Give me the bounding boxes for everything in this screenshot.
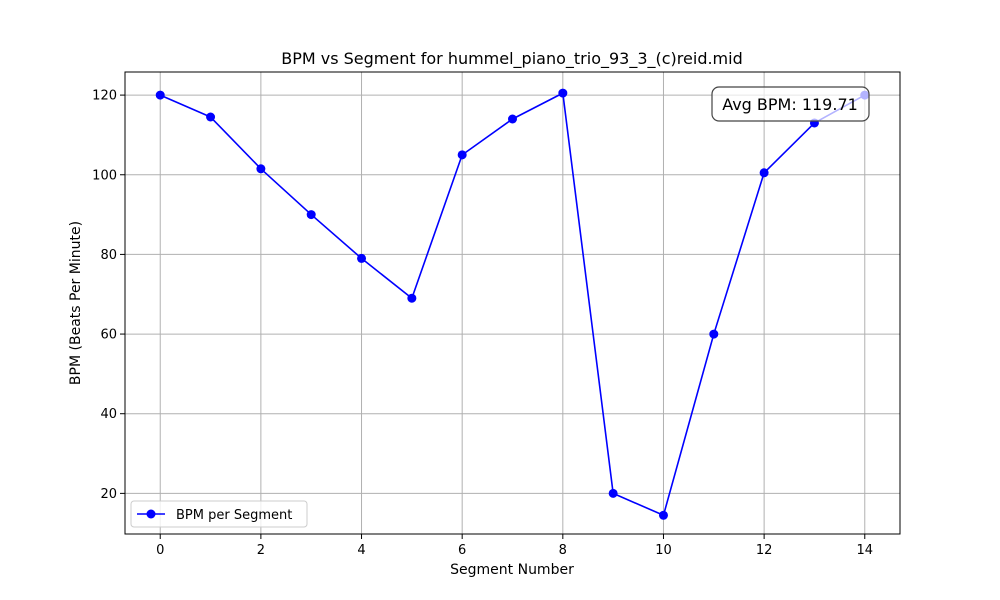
legend: BPM per Segment (130, 500, 308, 528)
grid-lines (125, 72, 900, 534)
x-tick-label: 2 (257, 543, 265, 558)
data-point (306, 210, 316, 220)
x-tick-label: 8 (559, 543, 567, 558)
data-point (709, 329, 719, 339)
y-axis-label: BPM (Beats Per Minute) (68, 221, 84, 385)
data-point (206, 112, 216, 122)
data-point (558, 88, 568, 98)
x-tick-label: 4 (357, 543, 365, 558)
x-tick-label: 6 (458, 543, 466, 558)
annotation-text: Avg BPM: 119.71 (722, 95, 858, 114)
data-point (357, 253, 367, 263)
data-point (658, 510, 668, 520)
x-tick-label: 12 (756, 543, 773, 558)
data-point (759, 168, 769, 178)
y-tick-label: 120 (92, 89, 117, 104)
plot-frame (124, 71, 901, 535)
annotation-box (711, 86, 870, 122)
data-point (256, 164, 266, 174)
data-point (508, 114, 517, 124)
data-point (155, 90, 165, 100)
data-point (608, 488, 618, 498)
y-tick-label: 100 (92, 168, 117, 183)
x-axis-label: Segment Number (450, 562, 574, 578)
legend-box (130, 500, 308, 528)
x-tick-label: 0 (156, 543, 164, 558)
axis-ticks: 0 2 4 6 8 10 12 14 20 40 60 80 100 120 (92, 89, 873, 558)
y-tick-label: 80 (100, 248, 117, 263)
chart-title: BPM vs Segment for hummel_piano_trio_93_… (281, 49, 743, 69)
data-point (407, 293, 417, 303)
data-point (457, 150, 467, 160)
legend-marker-swatch (146, 509, 156, 519)
x-tick-label: 10 (655, 543, 672, 558)
avg-bpm-annotation: Avg BPM: 119.71 (711, 86, 870, 122)
x-tick-label: 14 (856, 543, 873, 558)
legend-label: BPM per Segment (176, 508, 292, 523)
y-tick-label: 20 (100, 487, 117, 502)
y-tick-label: 60 (100, 328, 117, 343)
y-tick-label: 40 (100, 407, 117, 422)
